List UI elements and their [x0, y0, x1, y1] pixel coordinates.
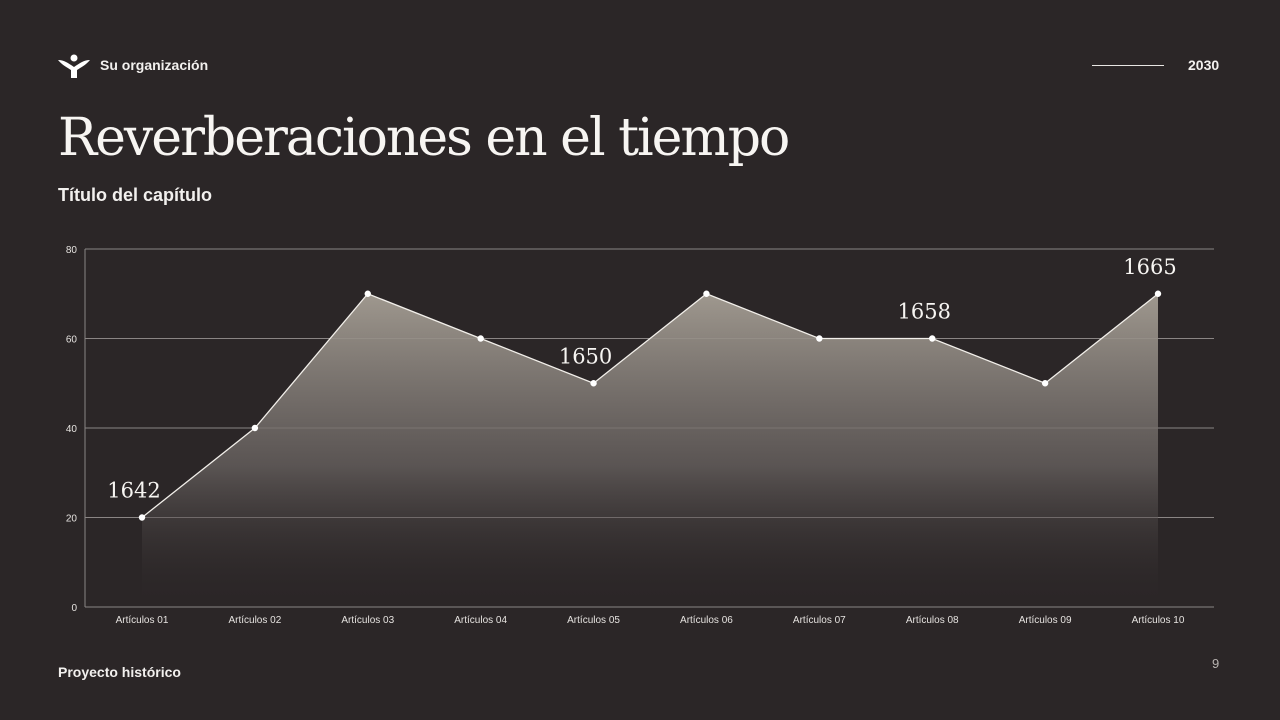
x-tick-label: Artículos 04 — [454, 615, 507, 626]
y-tick-label: 20 — [66, 514, 78, 525]
page-subtitle: Título del capítulo — [58, 185, 212, 205]
y-tick-label: 80 — [66, 245, 78, 256]
x-tick-label: Artículos 09 — [1019, 615, 1072, 626]
data-point — [477, 335, 484, 342]
x-tick-label: Artículos 01 — [116, 615, 169, 626]
page-number: 9 — [1212, 656, 1220, 671]
page-title: Reverberaciones en el tiempo — [58, 108, 790, 168]
x-tick-label: Artículos 10 — [1132, 615, 1185, 626]
series-line — [141, 292, 1159, 519]
data-point — [364, 290, 371, 297]
header-year: 2030 — [1188, 57, 1220, 73]
y-tick-label: 40 — [66, 424, 78, 435]
data-point — [138, 514, 146, 521]
data-annotation: 1642 — [107, 479, 160, 503]
x-tick-label: Artículos 05 — [567, 615, 620, 626]
data-point — [929, 335, 936, 342]
data-point — [816, 335, 823, 342]
data-annotation: 1658 — [897, 300, 950, 324]
organization-logo-icon — [58, 54, 90, 78]
y-tick-label: 60 — [66, 335, 78, 346]
data-point — [1154, 290, 1162, 297]
y-tick-label: 0 — [71, 603, 77, 614]
data-point — [703, 290, 710, 297]
data-annotation: 1650 — [559, 344, 612, 368]
x-tick-label: Artículos 02 — [228, 615, 281, 626]
header-divider — [1092, 65, 1164, 66]
x-tick-label: Artículos 08 — [906, 615, 959, 626]
x-tick-label: Artículos 07 — [793, 615, 846, 626]
footer-project: Proyecto histórico — [58, 664, 181, 680]
data-point — [1041, 380, 1049, 387]
data-point — [251, 424, 259, 432]
data-annotation: 1665 — [1123, 255, 1176, 279]
data-point — [590, 380, 597, 387]
x-tick-label: Artículos 06 — [680, 615, 733, 626]
x-tick-label: Artículos 03 — [341, 615, 394, 626]
area-fill — [142, 293, 1158, 607]
organization-name: Su organización — [100, 57, 209, 73]
